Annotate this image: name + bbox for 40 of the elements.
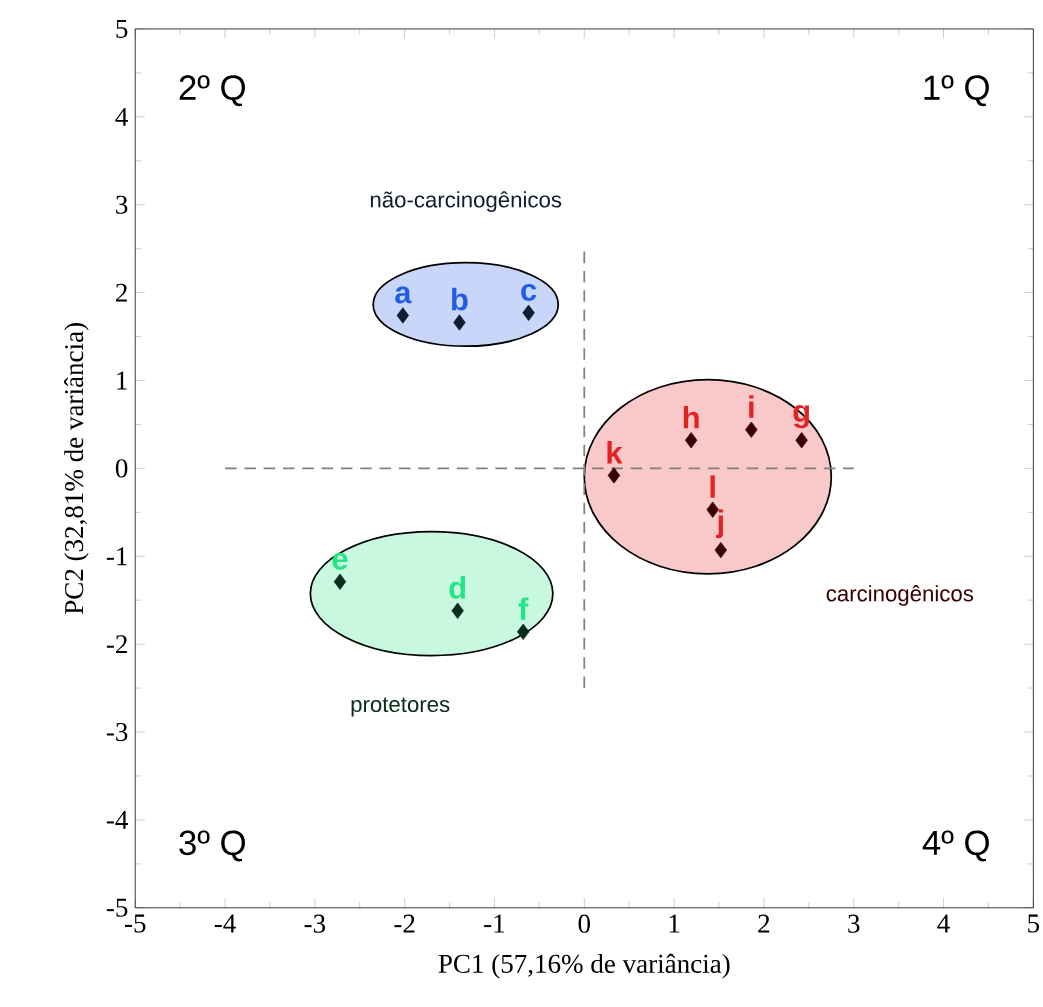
data-label: f	[518, 597, 529, 620]
data-label: a	[395, 286, 412, 304]
x-tick-label: 3	[848, 914, 860, 933]
text: protetores	[351, 697, 450, 717]
y-tick-label: 5	[116, 19, 128, 38]
data-label: e	[332, 552, 348, 570]
x-tick-label: 4	[937, 914, 950, 933]
x-tick-label: -4	[214, 914, 236, 933]
y-tick-label: 1	[117, 371, 127, 390]
x-tick-label: 2	[758, 914, 770, 933]
text: não-carcinogênicos	[370, 191, 562, 212]
data-label: i	[749, 395, 754, 418]
annotation: 2º Q	[179, 75, 245, 107]
y-tick-label: -4	[106, 810, 128, 829]
x-axis-title: PC1 (57,16% de variância)	[438, 953, 730, 979]
x-tick-label: -2	[394, 914, 415, 933]
x-tick-label: -1	[484, 914, 505, 933]
y-axis-title: PC2 (32,81% de variância)	[64, 322, 89, 614]
text: carcinogênicos	[826, 584, 974, 606]
y-tick-label: -3	[106, 722, 128, 741]
data-label: j	[716, 509, 723, 539]
annotation: 3º Q	[179, 830, 245, 862]
y-tick-label: 0	[115, 459, 128, 478]
x-tick-label: 0	[578, 914, 590, 933]
y-tick-label: 2	[116, 283, 127, 302]
x-tick-label: -3	[304, 914, 326, 933]
annotation: 1º Q	[924, 75, 989, 107]
y-tick-label: -1	[106, 547, 127, 566]
y-tick-label: 3	[116, 195, 128, 214]
y-tick-label: -2	[106, 635, 127, 653]
data-label: k	[607, 440, 623, 464]
y-tick-label: 4	[115, 107, 128, 126]
data-label: d	[449, 575, 466, 599]
x-tick-label: 1	[669, 914, 680, 933]
data-label: b	[452, 287, 468, 311]
x-tick-label: 5	[1028, 914, 1040, 933]
annotation: 4º Q	[922, 830, 989, 862]
data-label: l	[710, 475, 715, 498]
data-label: h	[683, 405, 699, 429]
data-label: c	[521, 283, 537, 301]
